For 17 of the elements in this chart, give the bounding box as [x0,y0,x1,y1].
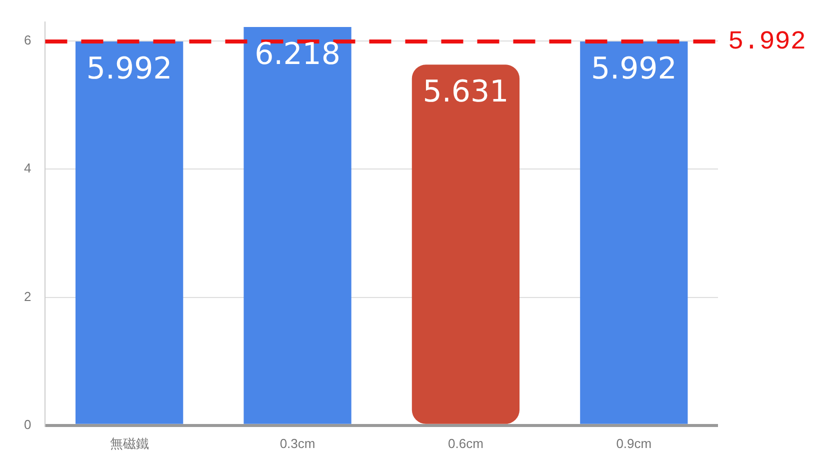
bar [76,42,184,424]
y-tick-label: 6 [24,32,32,48]
data-label: 5.992 [590,51,677,86]
y-tick-label: 2 [24,288,32,304]
y-tick-label: 0 [24,416,32,432]
ref-line-label: 5.992 [728,26,806,56]
x-tick-label: 0.3cm [280,436,316,451]
bar [244,27,352,424]
x-tick-label: 無磁鐵 [110,436,149,451]
x-tick-label: 0.9cm [616,436,652,451]
data-label: 6.218 [254,36,340,72]
data-label: 5.992 [86,51,172,86]
bar [412,64,520,424]
y-tick-label: 4 [24,160,32,176]
bar [580,42,688,424]
data-label: 5.631 [422,74,509,110]
x-tick-label: 0.6cm [448,436,484,451]
